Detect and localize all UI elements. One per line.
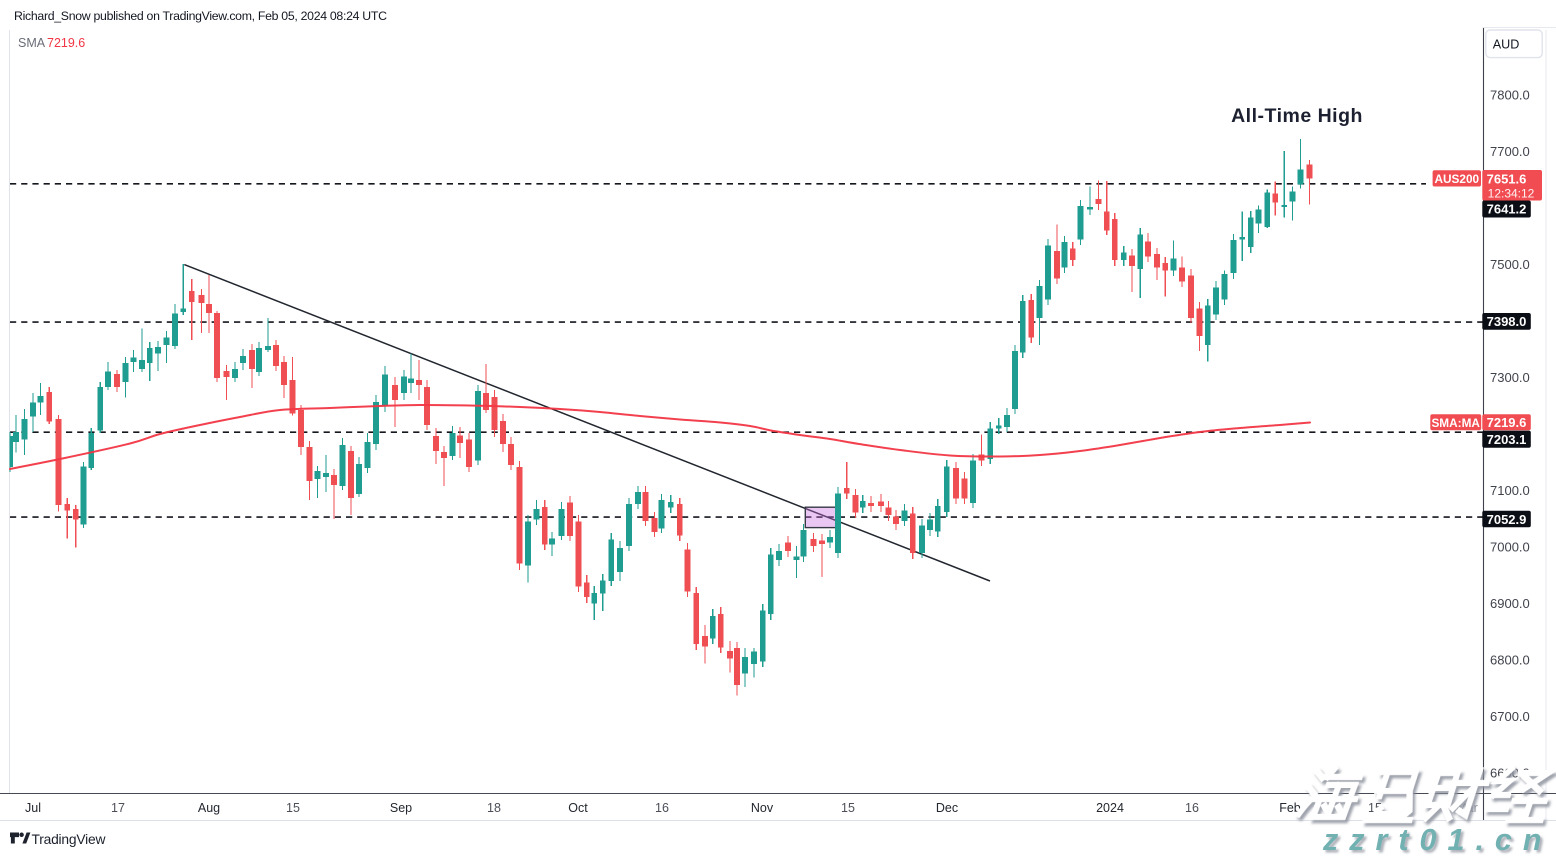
svg-text:7100.0: 7100.0: [1490, 483, 1530, 498]
svg-text:AUD: AUD: [1493, 38, 1520, 52]
svg-text:All-Time High: All-Time High: [1231, 105, 1363, 127]
svg-text:7641.2: 7641.2: [1487, 202, 1527, 217]
svg-text:7398.0: 7398.0: [1487, 314, 1527, 329]
svg-text:7700.0: 7700.0: [1490, 144, 1530, 159]
svg-text:7203.1: 7203.1: [1487, 432, 1527, 447]
svg-text:TradingView: TradingView: [32, 832, 106, 847]
svg-text:15: 15: [286, 801, 300, 815]
svg-text:18: 18: [487, 801, 501, 815]
svg-text:Feb: Feb: [1279, 801, 1301, 815]
svg-text:15: 15: [841, 801, 855, 815]
svg-text:7052.9: 7052.9: [1487, 512, 1527, 527]
svg-text:Oct: Oct: [568, 801, 588, 815]
svg-text:zzrt01.cn: zzrt01.cn: [1322, 823, 1553, 857]
svg-text:7219.6: 7219.6: [47, 36, 85, 50]
svg-text:Jul: Jul: [25, 801, 41, 815]
svg-text:7651.6: 7651.6: [1487, 172, 1527, 187]
svg-text:Sep: Sep: [390, 801, 412, 815]
svg-text:2024: 2024: [1096, 801, 1124, 815]
svg-text:16: 16: [1185, 801, 1199, 815]
svg-text:7500.0: 7500.0: [1490, 257, 1530, 272]
svg-text:6800.0: 6800.0: [1490, 653, 1530, 668]
svg-text:6900.0: 6900.0: [1490, 596, 1530, 611]
svg-text:7219.6: 7219.6: [1487, 415, 1527, 430]
svg-text:7000.0: 7000.0: [1490, 540, 1530, 555]
svg-text:7800.0: 7800.0: [1490, 88, 1530, 103]
svg-text:SMA: SMA: [18, 36, 46, 50]
svg-text:Aug: Aug: [198, 801, 220, 815]
svg-text:7300.0: 7300.0: [1490, 370, 1530, 385]
svg-text:Nov: Nov: [751, 801, 774, 815]
svg-text:Richard_Snow published on Trad: Richard_Snow published on TradingView.co…: [14, 9, 387, 23]
svg-text:12:34:12: 12:34:12: [1488, 187, 1535, 201]
svg-text:SMA:MA: SMA:MA: [1431, 416, 1480, 430]
svg-text:17: 17: [111, 801, 125, 815]
svg-text:Dec: Dec: [936, 801, 958, 815]
svg-text:16: 16: [655, 801, 669, 815]
svg-text:6700.0: 6700.0: [1490, 709, 1530, 724]
svg-text:AUS200: AUS200: [1435, 172, 1480, 186]
